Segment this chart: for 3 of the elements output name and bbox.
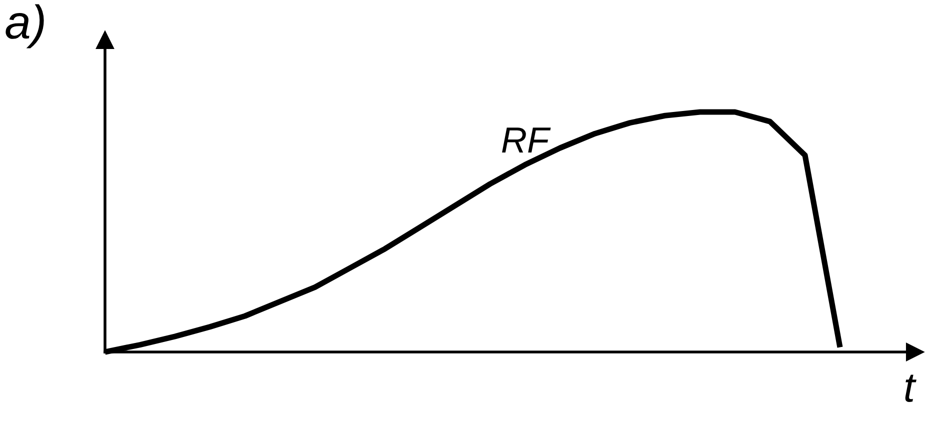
x-axis-title: t — [905, 374, 916, 402]
text: a) — [6, 4, 44, 48]
series-label: RF — [502, 128, 551, 153]
